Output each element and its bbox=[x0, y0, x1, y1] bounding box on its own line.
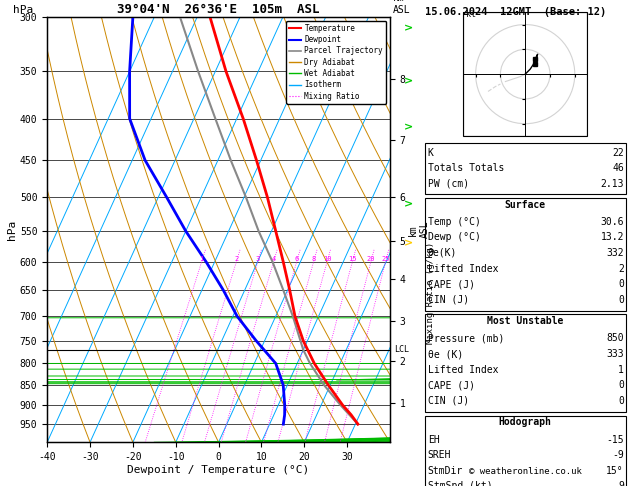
Text: 2: 2 bbox=[618, 263, 624, 274]
Text: 9: 9 bbox=[618, 481, 624, 486]
Text: 0: 0 bbox=[618, 380, 624, 390]
Text: >: > bbox=[404, 24, 413, 34]
Text: 2: 2 bbox=[234, 256, 238, 261]
Text: 15: 15 bbox=[348, 256, 357, 261]
Text: StmSpd (kt): StmSpd (kt) bbox=[428, 481, 493, 486]
Text: CAPE (J): CAPE (J) bbox=[428, 279, 475, 289]
Text: EH: EH bbox=[428, 434, 440, 445]
Text: CAPE (J): CAPE (J) bbox=[428, 380, 475, 390]
Text: 15.06.2024  12GMT  (Base: 12): 15.06.2024 12GMT (Base: 12) bbox=[425, 7, 606, 17]
Legend: Temperature, Dewpoint, Parcel Trajectory, Dry Adiabat, Wet Adiabat, Isotherm, Mi: Temperature, Dewpoint, Parcel Trajectory… bbox=[286, 21, 386, 104]
Text: θe (K): θe (K) bbox=[428, 349, 463, 359]
Text: K: K bbox=[428, 148, 433, 157]
Text: Pressure (mb): Pressure (mb) bbox=[428, 333, 504, 344]
Text: 25: 25 bbox=[381, 256, 390, 261]
Bar bbox=[463, 12, 587, 136]
Text: kt: kt bbox=[465, 10, 476, 19]
Text: hPa: hPa bbox=[13, 4, 33, 15]
Text: -9: -9 bbox=[612, 450, 624, 460]
Text: 0: 0 bbox=[618, 396, 624, 406]
Title: 39°04'N  26°36'E  105m  ASL: 39°04'N 26°36'E 105m ASL bbox=[118, 3, 320, 16]
Text: LCL: LCL bbox=[394, 346, 409, 354]
Text: Surface: Surface bbox=[504, 200, 546, 210]
Text: 1: 1 bbox=[199, 256, 204, 261]
Text: 850: 850 bbox=[606, 333, 624, 344]
Text: Most Unstable: Most Unstable bbox=[487, 316, 564, 327]
Text: Totals Totals: Totals Totals bbox=[428, 163, 504, 173]
Text: Lifted Index: Lifted Index bbox=[428, 263, 498, 274]
Text: >: > bbox=[404, 76, 413, 87]
Text: 2.13: 2.13 bbox=[601, 179, 624, 189]
Text: SREH: SREH bbox=[428, 450, 451, 460]
Text: -15: -15 bbox=[606, 434, 624, 445]
Text: 6: 6 bbox=[294, 256, 299, 261]
Text: >: > bbox=[404, 239, 413, 249]
Text: Temp (°C): Temp (°C) bbox=[428, 217, 481, 227]
Text: km
ASL: km ASL bbox=[393, 0, 411, 15]
Text: 10: 10 bbox=[323, 256, 331, 261]
Text: 15°: 15° bbox=[606, 466, 624, 476]
Y-axis label: hPa: hPa bbox=[7, 220, 17, 240]
Text: 46: 46 bbox=[612, 163, 624, 173]
X-axis label: Dewpoint / Temperature (°C): Dewpoint / Temperature (°C) bbox=[128, 465, 309, 475]
Text: 333: 333 bbox=[606, 349, 624, 359]
Text: θe(K): θe(K) bbox=[428, 248, 457, 258]
Text: 4: 4 bbox=[272, 256, 276, 261]
Text: 0: 0 bbox=[618, 279, 624, 289]
Text: 13.2: 13.2 bbox=[601, 232, 624, 243]
Text: 1: 1 bbox=[618, 364, 624, 375]
Text: >: > bbox=[404, 199, 413, 209]
Text: 8: 8 bbox=[311, 256, 316, 261]
Text: © weatheronline.co.uk: © weatheronline.co.uk bbox=[469, 467, 582, 476]
Text: CIN (J): CIN (J) bbox=[428, 295, 469, 305]
Text: 0: 0 bbox=[618, 295, 624, 305]
Text: Hodograph: Hodograph bbox=[499, 417, 552, 428]
Text: >: > bbox=[404, 122, 413, 132]
Y-axis label: km
ASL: km ASL bbox=[408, 221, 430, 239]
Text: Lifted Index: Lifted Index bbox=[428, 364, 498, 375]
Text: 22: 22 bbox=[612, 148, 624, 157]
Text: 332: 332 bbox=[606, 248, 624, 258]
Text: Dewp (°C): Dewp (°C) bbox=[428, 232, 481, 243]
Text: Mixing Ratio (g/kg): Mixing Ratio (g/kg) bbox=[426, 243, 435, 345]
Text: 30.6: 30.6 bbox=[601, 217, 624, 227]
Text: 20: 20 bbox=[367, 256, 375, 261]
Text: StmDir: StmDir bbox=[428, 466, 463, 476]
Text: CIN (J): CIN (J) bbox=[428, 396, 469, 406]
Text: PW (cm): PW (cm) bbox=[428, 179, 469, 189]
Text: 3: 3 bbox=[256, 256, 260, 261]
